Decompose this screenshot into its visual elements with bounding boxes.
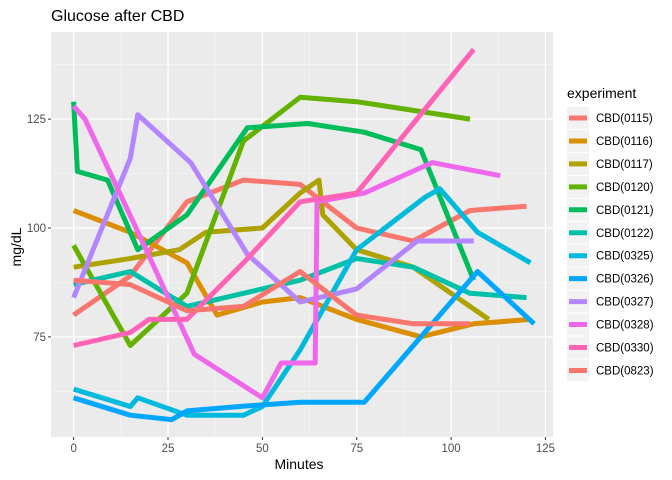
legend-label-cbd-0327: CBD(0327) [596,297,654,309]
legend-label-cbd-0330: CBD(0330) [596,343,654,355]
legend: experiment CBD(0115)CBD(0116)CBD(0117)CB… [567,85,654,382]
y-tick-label: 100 [27,223,46,235]
legend-title: experiment [567,85,636,101]
x-tick-label: 100 [441,443,460,455]
legend-label-cbd-0122: CBD(0122) [596,228,654,240]
legend-label-cbd-0121: CBD(0121) [596,205,654,217]
legend-items: CBD(0115) CBD(0116) CBD(0117) CBD(0120) CBD(… [567,107,654,382]
y-axis-title: mg/dL [8,227,24,266]
chart-title: Glucose after CBD [51,8,184,25]
legend-label-cbd-0115: CBD(0115) [596,113,653,125]
series-line-cbd-0121 [71,101,477,282]
legend-label-cbd-0823: CBD(0823) [596,365,654,377]
x-tick-label: 25 [162,443,175,455]
legend-label-cbd-0325: CBD(0325) [596,251,654,263]
series-line-cbd-0120 [71,94,471,348]
y-tick-label: 125 [27,114,46,126]
series-line-cbd-0116 [72,208,531,340]
legend-label-cbd-0116: CBD(0116) [596,136,653,148]
x-axis-title: Minutes [274,456,323,472]
x-tick-label: 50 [256,443,269,455]
series-line-cbd-0327 [71,112,474,305]
series-line-cbd-0823 [73,269,470,327]
legend-label-cbd-0328: CBD(0328) [596,320,654,332]
series-line-cbd-0325 [72,186,532,418]
series-line-cbd-0117 [73,177,491,322]
legend-label-cbd-0120: CBD(0120) [596,182,654,194]
x-tick-label: 0 [70,443,76,455]
y-axis: 75 100 125 [27,114,51,344]
y-tick-label: 75 [33,332,46,344]
x-tick-label: 75 [350,443,363,455]
x-tick-label: 125 [536,443,555,455]
series-lines [71,47,536,423]
series-line-cbd-0326 [72,269,536,423]
x-axis: 0 25 50 75 100 125 [70,437,555,455]
legend-label-cbd-0326: CBD(0326) [596,274,654,286]
series-line-cbd-0330 [73,47,476,348]
series-line-cbd-0328 [71,104,501,401]
legend-label-cbd-0117: CBD(0117) [596,159,653,171]
series-line-cbd-0122 [73,256,527,309]
